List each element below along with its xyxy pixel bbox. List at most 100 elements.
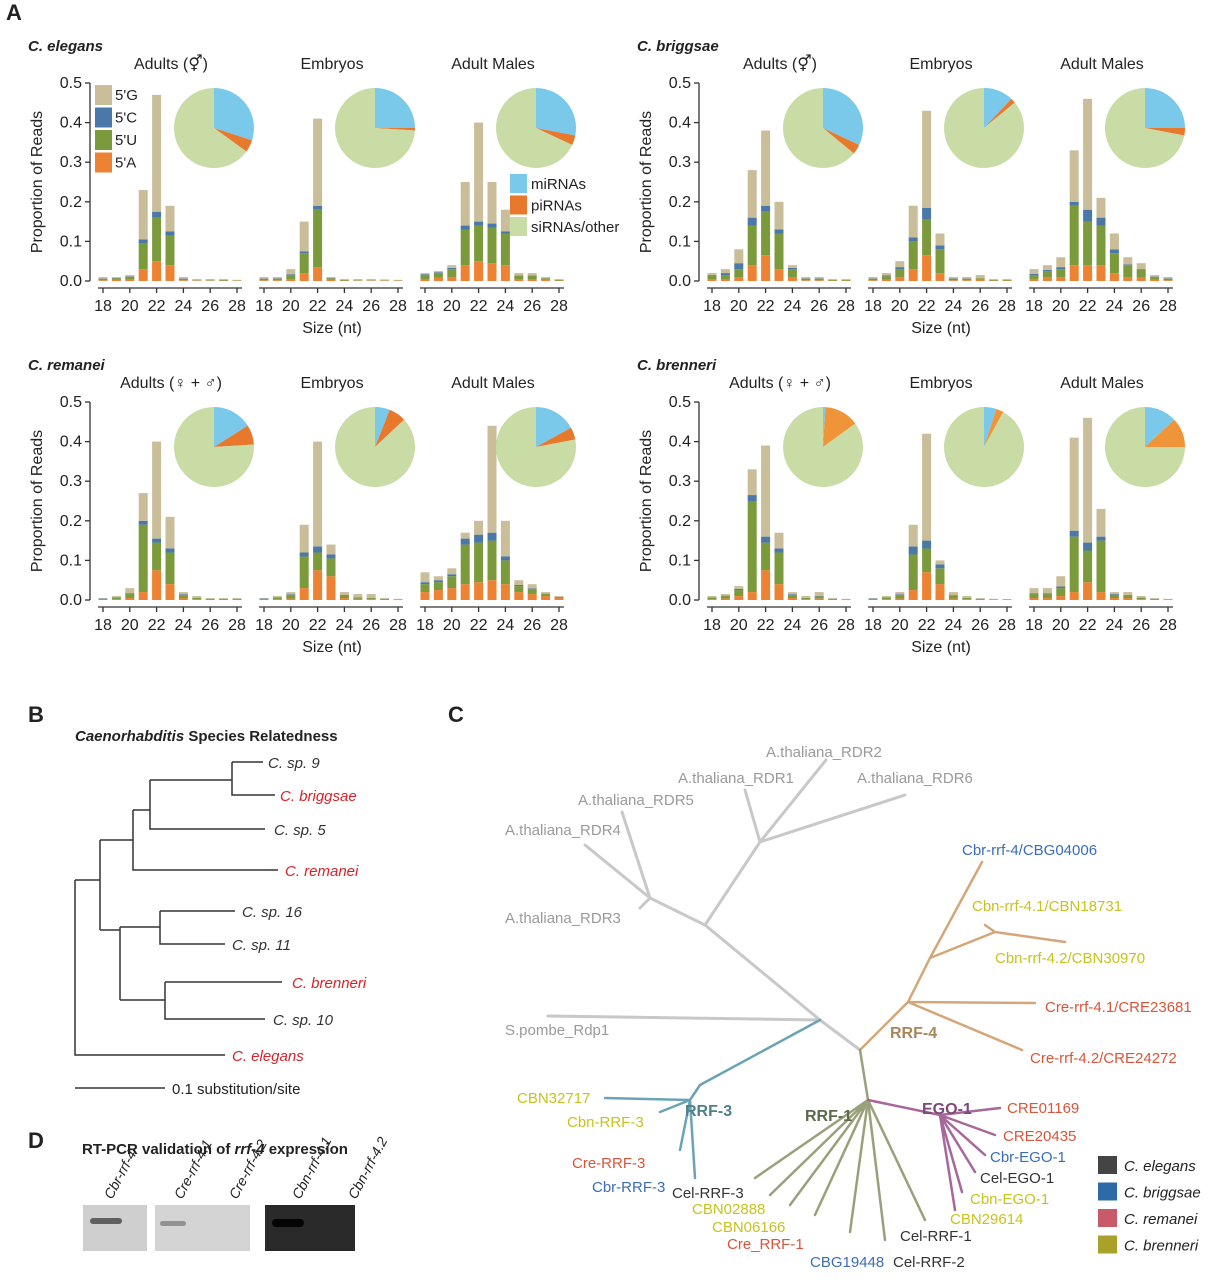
bar-segment [989,279,999,281]
bar-segment [761,130,771,206]
y-tick-label: 0.2 [669,194,691,211]
bar-segment [922,219,932,256]
panel-label: A [6,0,22,25]
bar-segment [868,278,878,281]
bar-segment [178,279,188,281]
bar-segment [1056,267,1066,270]
bar-segment [460,225,470,230]
x-tick-label: 28 [837,298,855,315]
tree-title-genus: Caenorhabditis [75,728,184,745]
bar-segment [801,277,811,279]
bar-segment [1163,280,1173,281]
leaf-label: Cbn-RRF-3 [567,1114,644,1131]
legend-label: miRNAs [531,176,586,193]
bar-segment [1056,586,1066,589]
bar-segment [707,273,717,276]
bar-segment [460,532,470,539]
gene-tree [546,758,1067,1242]
bar-segment [178,595,188,599]
bar-segment [948,278,958,281]
pie-slice [823,407,826,447]
bar-segment [1069,201,1079,206]
bar-segment [165,584,175,600]
bar-segment [1096,197,1106,218]
bar-segment [192,599,202,600]
bar-segment [192,598,202,600]
bar-segment [1083,98,1093,210]
legend-swatch [1098,1182,1117,1201]
legend-label: 5'A [115,155,136,172]
bar-segment [1096,508,1106,537]
bar-segment [814,598,824,600]
leaf-label: Cre-RRF-3 [572,1155,645,1172]
x-tick-label: 18 [864,298,882,315]
bar-segment [554,279,564,281]
y-tick-label: 0.0 [60,592,82,609]
bar-segment [1150,598,1160,600]
legend-swatch [95,130,112,150]
bar-segment [111,279,121,281]
leaf-label: CBN02888 [692,1201,765,1218]
bar-segment [272,277,282,279]
legend-swatch [1098,1156,1117,1174]
bar-segment [527,584,537,589]
legend-label: 5'U [115,132,137,149]
bar-segment [975,278,985,280]
bar-segment [747,170,757,218]
bar-segment [286,279,296,281]
bar-segment [165,231,175,236]
bar-segment [433,273,443,278]
bar-segment [1123,277,1133,281]
x-tick-label: 28 [1159,298,1177,315]
bar-segment [527,589,537,595]
bar-segment [353,279,363,281]
bar-segment [1109,233,1119,250]
bar-segment [707,279,717,281]
branch-rrf1 [753,1048,927,1242]
bar-segment [487,263,497,281]
pie-slice [536,88,577,136]
x-tick-label: 24 [1106,298,1124,315]
bar-segment [761,445,771,537]
bar-segment [1163,278,1173,281]
x-axis-label: Size (nt) [302,320,362,337]
bar-segment [380,279,390,281]
bar-segment [962,598,972,600]
bar-segment [487,425,497,533]
bar-segment [447,588,457,600]
bar-segment [326,554,336,559]
y-tick-label: 0.2 [669,513,691,530]
bar-segment [380,598,390,600]
bar-segment [138,189,148,240]
bar-segment [1096,592,1106,600]
bar-segment [366,598,376,600]
bar-segment [828,598,838,600]
x-tick-label: 24 [945,617,963,634]
bar-segment [720,596,730,599]
bar-segment [339,279,349,281]
bar-segment [720,598,730,600]
bar-segment [433,272,443,274]
x-tick-label: 24 [1106,617,1124,634]
bar-segment [152,570,162,600]
x-tick-label: 26 [971,298,989,315]
bar-segment [720,273,730,276]
bar-segment [1083,265,1093,281]
bar-segment [707,599,717,600]
bar-segment [474,542,484,583]
x-tick-label: 22 [1079,298,1097,315]
bar-segment [1136,269,1146,278]
x-tick-label: 26 [523,298,541,315]
leaf-label: CBG19448 [810,1254,884,1271]
bar-segment [514,273,524,276]
pie-slice [1105,88,1185,169]
gel-image [155,1205,250,1251]
bar-segment [527,275,537,280]
gel-title: RT-PCR validation of rrf-4 expression [82,1141,348,1158]
y-tick-label: 0.0 [60,273,82,290]
bar-segment [1029,588,1039,594]
bar-segment [138,524,148,593]
bar-segment [286,594,296,596]
bar-segment [1150,598,1160,599]
bar-segment [922,548,932,573]
